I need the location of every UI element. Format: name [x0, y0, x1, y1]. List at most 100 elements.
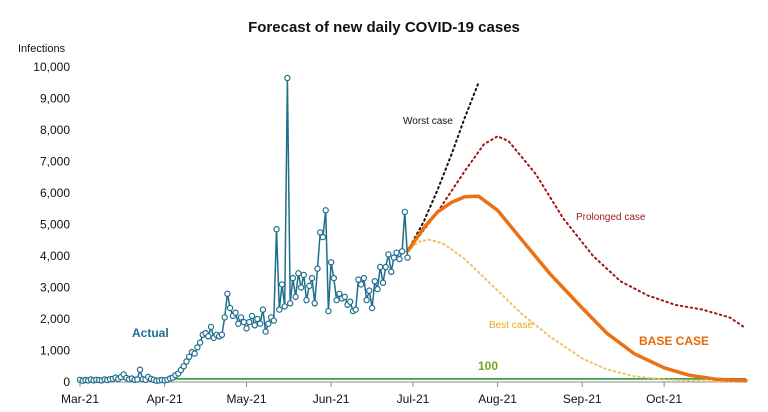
data-point [221, 314, 228, 321]
x-tick-label: Apr-21 [147, 392, 183, 406]
x-axis: Mar-21 Apr-21 May-21 Jun-21 Jul-21 Aug-21 Sep-… [61, 381, 746, 406]
x-tick-label: Jun-21 [313, 392, 350, 406]
y-tick-label: 8,000 [40, 123, 70, 137]
data-point [311, 300, 318, 307]
data-point [366, 287, 373, 294]
data-point [270, 317, 277, 324]
y-tick-label: 0 [63, 375, 70, 389]
data-point [382, 263, 389, 271]
series-label-prolonged-case: Prolonged case [576, 212, 646, 223]
data-point [287, 300, 294, 307]
series-line-prolonged-case [406, 135, 747, 330]
data-point [404, 254, 411, 261]
data-point [374, 285, 381, 293]
data-point [314, 265, 321, 272]
data-point [385, 251, 392, 258]
data-point [251, 322, 258, 329]
data-point [205, 333, 212, 340]
data-point [194, 344, 201, 351]
x-tick-label: Oct-21 [646, 392, 682, 406]
data-point [180, 363, 187, 370]
data-point [327, 259, 335, 266]
data-point [303, 296, 310, 304]
data-point [232, 309, 239, 316]
data-point [341, 293, 348, 301]
series-label-best-case: Best case [489, 320, 533, 331]
data-point [248, 312, 256, 320]
data-point [297, 284, 305, 291]
data-point [357, 281, 365, 288]
data-point [240, 318, 247, 326]
data-point [379, 279, 387, 286]
data-point [390, 254, 398, 261]
y-tick-label: 10,000 [33, 60, 70, 74]
data-point [245, 318, 253, 326]
data-point [224, 290, 231, 297]
data-point [265, 320, 272, 327]
data-point [393, 249, 400, 256]
data-point [284, 74, 291, 82]
y-tick-label: 1,000 [40, 344, 70, 358]
data-point [330, 274, 337, 282]
y-tick-label: 2,000 [40, 312, 70, 326]
series-line-worst-case [406, 81, 480, 253]
data-point [134, 376, 141, 383]
y-tick-label: 7,000 [40, 155, 70, 169]
plot-area [76, 74, 748, 384]
data-point [259, 306, 267, 313]
y-tick-label: 5,000 [40, 218, 70, 232]
x-tick-label: Jul-21 [397, 392, 430, 406]
data-point [183, 358, 190, 365]
data-point [363, 296, 370, 304]
series-line-actual [79, 77, 409, 382]
data-point [254, 315, 261, 323]
data-point [262, 328, 269, 335]
data-point [207, 323, 215, 331]
data-point [317, 229, 324, 236]
series-label-actual: Actual [132, 326, 169, 340]
data-point [191, 350, 198, 357]
data-point [347, 298, 354, 305]
data-point [295, 270, 302, 277]
series-label-base-case: BASE CASE [639, 334, 709, 348]
series-line-best-case [406, 238, 747, 383]
data-point [185, 353, 193, 360]
y-tick-label: 6,000 [40, 186, 70, 200]
x-tick-label: May-21 [226, 392, 266, 406]
data-point [360, 274, 368, 282]
data-point [300, 271, 307, 279]
data-point [355, 276, 362, 283]
data-point [235, 320, 242, 327]
data-point [281, 303, 288, 310]
data-point [276, 306, 283, 313]
data-point [196, 339, 204, 346]
x-tick-label: Mar-21 [61, 392, 99, 406]
series-label-100: 100 [478, 359, 498, 373]
data-point [368, 304, 376, 312]
data-point [322, 207, 329, 214]
data-point [396, 255, 403, 263]
x-tick-label: Sep-21 [563, 392, 602, 406]
y-axis: 0 1,000 2,000 3,000 4,000 5,000 6,000 7,000 8,00… [33, 60, 70, 389]
data-point [333, 296, 340, 304]
y-axis-label: Infections [18, 43, 66, 55]
x-tick-label: Aug-21 [478, 392, 517, 406]
data-point [136, 366, 144, 373]
data-point [256, 320, 264, 327]
series-label-worst-case: Worst case [403, 116, 453, 127]
y-tick-label: 4,000 [40, 249, 70, 263]
series-labels: Actual Worst case Prolonged case BASE CASE B… [132, 116, 709, 373]
data-point [401, 208, 408, 216]
data-point [325, 307, 332, 315]
data-point [308, 274, 316, 282]
data-point [388, 268, 395, 275]
data-point [243, 325, 250, 332]
data-point [226, 304, 234, 312]
data-point [336, 290, 343, 297]
data-point [218, 331, 226, 338]
y-tick-label: 9,000 [40, 92, 70, 106]
data-point [319, 233, 327, 241]
data-point [352, 306, 359, 313]
data-point [371, 278, 378, 285]
